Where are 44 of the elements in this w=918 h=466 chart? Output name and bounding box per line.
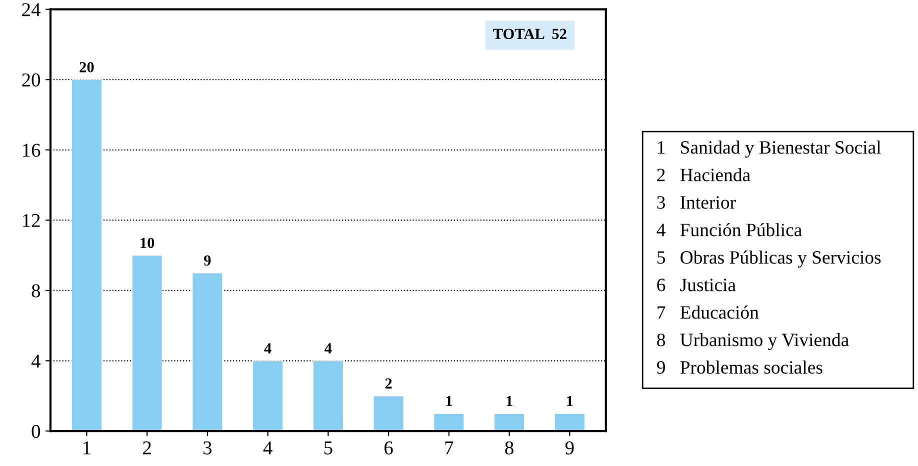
y-tick-label: 8 bbox=[32, 284, 40, 298]
bar bbox=[554, 413, 586, 432]
data-label: 1 bbox=[446, 396, 452, 406]
bar bbox=[132, 254, 163, 432]
x-tick-label: 7 bbox=[445, 442, 454, 454]
text: 5 Obras Públicas y Servicios bbox=[657, 250, 881, 268]
y-tick-label: 16 bbox=[23, 144, 40, 157]
y-tick-label: 12 bbox=[23, 214, 40, 227]
x-tick-label: 9 bbox=[565, 441, 574, 454]
y-tick-label: 4 bbox=[31, 354, 40, 368]
data-label: 4 bbox=[324, 343, 332, 354]
text: 6 Justicia bbox=[657, 278, 736, 292]
text: 9 Problemas sociales bbox=[656, 360, 822, 374]
x-tick-label: 4 bbox=[263, 441, 272, 454]
annotation: TOTAL 52 bbox=[493, 28, 566, 40]
text: 7 Educación bbox=[658, 306, 759, 319]
text: 3 Interior bbox=[657, 196, 736, 209]
data-label: 2 bbox=[385, 378, 392, 388]
bar bbox=[192, 272, 223, 432]
text: 8 Urbanismo y Vivienda bbox=[657, 333, 849, 350]
y-tick-label: 20 bbox=[22, 73, 40, 87]
data-label: 1 bbox=[506, 396, 512, 406]
bar bbox=[433, 413, 464, 432]
data-label: 4 bbox=[264, 343, 272, 354]
x-tick-label: 6 bbox=[384, 441, 393, 454]
x-tick-label: 5 bbox=[324, 442, 332, 454]
x-tick-label: 2 bbox=[143, 441, 151, 454]
data-label: 10 bbox=[140, 238, 154, 248]
data-label: 1 bbox=[567, 396, 573, 406]
text: 4 Función Pública bbox=[656, 223, 802, 236]
y-tick-label: 0 bbox=[32, 424, 40, 438]
text: 1 Sanidad y Bienestar Social bbox=[658, 140, 881, 158]
x-tick-label: 3 bbox=[204, 441, 212, 454]
x-tick-label: 8 bbox=[505, 441, 514, 454]
bar bbox=[252, 360, 284, 432]
data-label: 20 bbox=[80, 62, 94, 72]
data-label: 9 bbox=[204, 255, 211, 266]
bar bbox=[373, 396, 404, 432]
bar bbox=[312, 360, 344, 432]
text: 2 Hacienda bbox=[657, 168, 750, 182]
bar bbox=[71, 79, 102, 432]
y-tick-label: 24 bbox=[22, 3, 40, 16]
x-tick-label: 1 bbox=[84, 441, 90, 454]
bar bbox=[494, 413, 525, 432]
